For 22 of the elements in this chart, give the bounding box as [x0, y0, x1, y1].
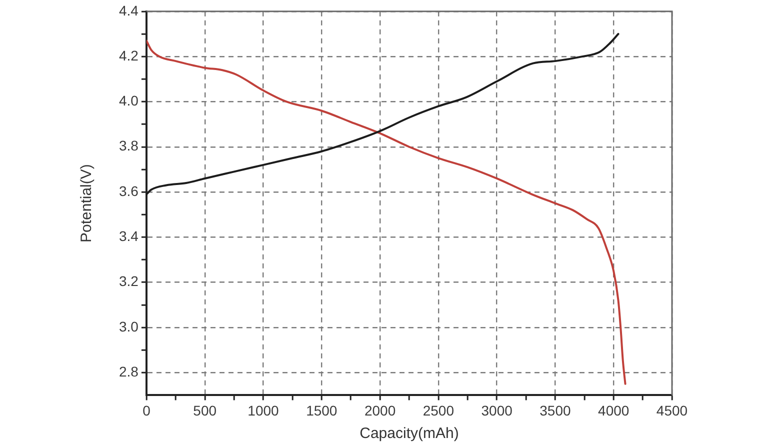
- line-series: [146, 40, 626, 385]
- y-tick-label: 4.4: [118, 2, 139, 18]
- x-tick-label: 0: [142, 402, 151, 418]
- x-tick-label: 4500: [656, 402, 688, 418]
- y-tick-label: 3.4: [118, 228, 139, 244]
- y-tick-label: 3.2: [118, 273, 139, 290]
- y-tick-label: 4.2: [118, 47, 139, 64]
- y-axis-title: Potential(V): [78, 164, 96, 242]
- x-tick-label: 3000: [481, 402, 513, 418]
- y-tick-label: 3.6: [118, 182, 139, 199]
- x-axis-title: Capacity(mAh): [360, 425, 459, 442]
- x-tick-label: 2000: [364, 402, 396, 418]
- x-tick-label: 1500: [306, 402, 338, 418]
- x-tick-label: 3500: [540, 402, 571, 418]
- x-tick-label: 500: [193, 402, 217, 418]
- y-tick-label: 2.8: [118, 363, 139, 380]
- x-tick-label: 1000: [248, 402, 280, 418]
- y-tick-label: 3.0: [118, 318, 139, 334]
- y-tick-label: 3.8: [118, 138, 139, 154]
- y-tick-label: 4.0: [118, 92, 139, 109]
- x-tick-label: 4000: [598, 402, 630, 418]
- x-tick-label: 2500: [422, 402, 454, 418]
